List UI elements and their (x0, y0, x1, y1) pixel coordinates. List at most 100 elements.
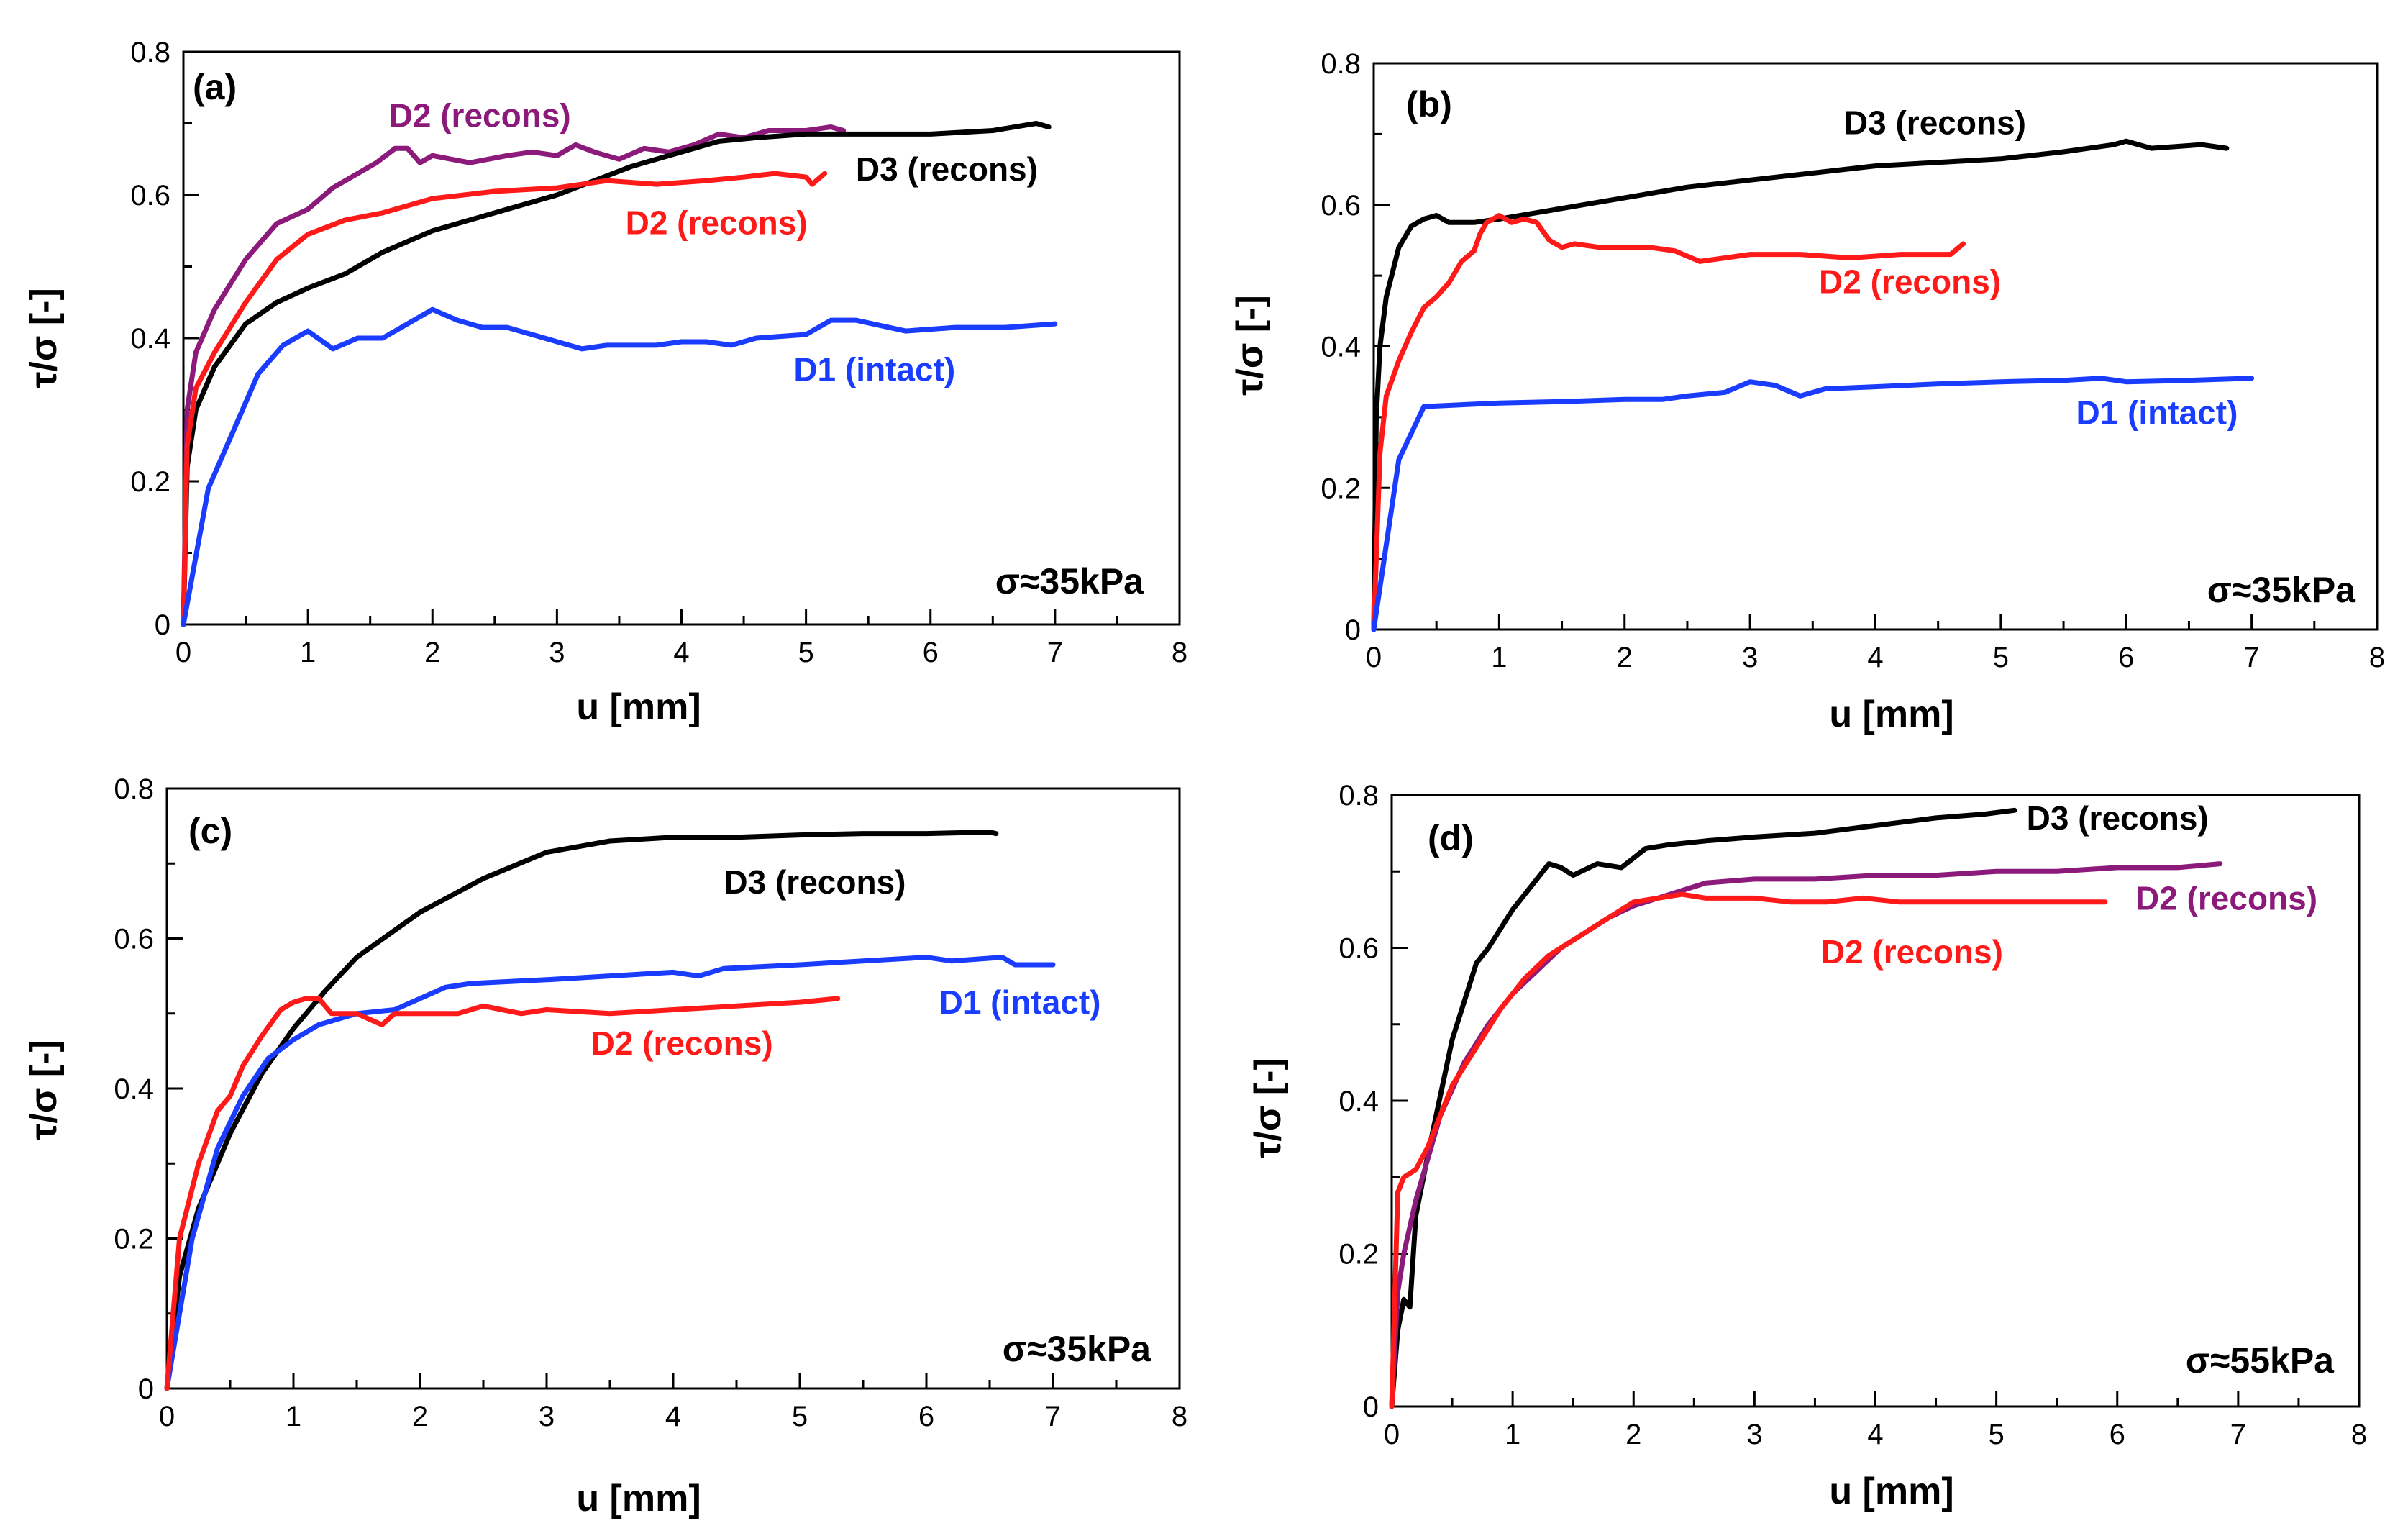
x-tick-label: 1 (286, 1401, 301, 1432)
x-tick-label: 4 (1867, 1419, 1883, 1450)
series-line-2 (1389, 861, 2223, 1409)
y-tick-label: 0.8 (130, 37, 170, 68)
y-axis-label: τ/σ [-] (23, 288, 65, 388)
panel-3: 0 1 2 3 4 5 6 7 8 0 0.2 0.4 0.6 0.8 u [mm] τ/σ [-] (c) σ≈… (23, 773, 1187, 1519)
normal-stress-annotation: σ≈35kPa (995, 561, 1144, 601)
series-label-2: D2 (recons) (1819, 263, 2001, 301)
x-tick-label: 3 (549, 637, 565, 668)
series-line-3 (1371, 376, 2255, 632)
panel-tag: (a) (193, 67, 237, 107)
normal-stress-annotation: σ≈35kPa (1003, 1329, 1151, 1369)
x-tick-label: 5 (1993, 642, 2009, 673)
y-tick-label: 0.2 (114, 1224, 154, 1255)
plot-frame (165, 787, 1181, 1390)
x-axis-label: u [mm] (1829, 694, 1953, 735)
panel-tag: (b) (1406, 84, 1452, 124)
x-axis-label: u [mm] (1829, 1471, 1953, 1512)
y-tick-label: 0.8 (114, 773, 154, 805)
series-line-3 (1389, 891, 2108, 1409)
series-label-2: D3 (recons) (856, 150, 1038, 188)
y-tick-label: 0 (1363, 1391, 1379, 1423)
x-tick-label: 7 (1047, 637, 1063, 668)
y-tick-label: 0 (155, 609, 170, 641)
y-tick-label: 0 (138, 1373, 154, 1405)
x-tick-label: 5 (798, 637, 814, 668)
series-label-1: D2 (recons) (389, 96, 571, 134)
series-line-1 (1371, 138, 2230, 632)
x-tick-label: 5 (1989, 1419, 2005, 1450)
x-tick-label: 2 (424, 637, 440, 668)
x-axis-label: u [mm] (576, 686, 701, 728)
series-line-3 (164, 996, 841, 1391)
x-tick-label: 8 (1172, 637, 1187, 668)
plot-frame (182, 50, 1181, 626)
y-tick-label: 0.8 (1338, 780, 1379, 812)
x-tick-label: 1 (300, 637, 316, 668)
x-tick-label: 4 (665, 1401, 681, 1432)
series-line-2 (181, 121, 1052, 627)
x-tick-label: 8 (1172, 1401, 1187, 1432)
x-tick-label: 4 (673, 637, 689, 668)
x-tick-label: 1 (1505, 1419, 1520, 1450)
series-line-2 (1371, 213, 1966, 632)
series-label-2: D1 (intact) (939, 983, 1101, 1021)
y-tick-label: 0.6 (1321, 190, 1361, 222)
x-tick-label: 3 (539, 1401, 555, 1432)
y-tick-label: 0.4 (1321, 332, 1361, 363)
x-tick-label: 3 (1746, 1419, 1762, 1450)
x-tick-label: 3 (1742, 642, 1758, 673)
x-tick-label: 8 (2351, 1419, 2367, 1450)
y-axis-label: τ/σ [-] (23, 1040, 65, 1140)
panel-4: 0 1 2 3 4 5 6 7 8 0 0.2 0.4 0.6 0.8 u [mm] τ/σ [-] (d) σ≈… (1247, 780, 2367, 1512)
x-tick-label: 6 (923, 637, 939, 668)
x-tick-label: 7 (1045, 1401, 1061, 1432)
y-tick-label: 0.4 (130, 323, 170, 355)
series-line-1 (164, 830, 999, 1391)
x-tick-label: 6 (2118, 642, 2134, 673)
series-line-4 (181, 306, 1058, 627)
y-tick-label: 0 (1345, 614, 1361, 646)
y-tick-label: 0.4 (1338, 1086, 1379, 1117)
series-label-3: D2 (recons) (1821, 933, 2003, 971)
series-line-1 (1389, 807, 2017, 1409)
series-line-3 (181, 171, 828, 627)
panel-tag: (c) (188, 811, 232, 851)
y-axis-label: τ/σ [-] (1247, 1058, 1289, 1158)
normal-stress-annotation: σ≈55kPa (2186, 1340, 2335, 1381)
y-tick-label: 0.2 (130, 466, 170, 498)
series-label-1: D3 (recons) (1844, 104, 2026, 141)
x-tick-label: 0 (1366, 642, 1382, 673)
x-tick-label: 0 (159, 1401, 175, 1432)
series-label-1: D3 (recons) (2027, 799, 2209, 837)
x-tick-label: 4 (1867, 642, 1883, 673)
series-label-1: D3 (recons) (724, 863, 906, 901)
y-tick-label: 0.6 (1338, 933, 1379, 965)
y-tick-label: 0.2 (1338, 1239, 1379, 1271)
y-tick-label: 0.6 (130, 180, 170, 212)
panel-tag: (d) (1428, 818, 1474, 858)
panel-1: 0 1 2 3 4 5 6 7 8 0 0.2 0.4 0.6 0.8 u [mm] τ/σ [-] (a) σ≈… (23, 37, 1187, 728)
series-label-2: D2 (recons) (2135, 879, 2317, 917)
x-tick-label: 7 (2230, 1419, 2246, 1450)
x-tick-label: 0 (1384, 1419, 1400, 1450)
series-line-1 (181, 124, 847, 627)
x-tick-label: 5 (792, 1401, 808, 1432)
x-tick-label: 6 (2110, 1419, 2125, 1450)
y-tick-label: 0.2 (1321, 473, 1361, 504)
series-label-3: D2 (recons) (591, 1024, 773, 1062)
normal-stress-annotation: σ≈35kPa (2207, 570, 2356, 610)
x-tick-label: 2 (1617, 642, 1633, 673)
y-axis-label: τ/σ [-] (1229, 295, 1271, 396)
x-tick-label: 0 (175, 637, 191, 668)
y-tick-label: 0.4 (114, 1073, 154, 1105)
x-axis-label: u [mm] (576, 1478, 701, 1519)
x-tick-label: 1 (1491, 642, 1507, 673)
series-line-2 (164, 955, 1056, 1391)
series-label-3: D2 (recons) (626, 204, 808, 242)
x-tick-label: 6 (918, 1401, 934, 1432)
y-tick-label: 0.8 (1321, 48, 1361, 80)
y-tick-label: 0.6 (114, 924, 154, 955)
series-label-4: D1 (intact) (793, 351, 955, 388)
x-tick-label: 8 (2369, 642, 2385, 673)
